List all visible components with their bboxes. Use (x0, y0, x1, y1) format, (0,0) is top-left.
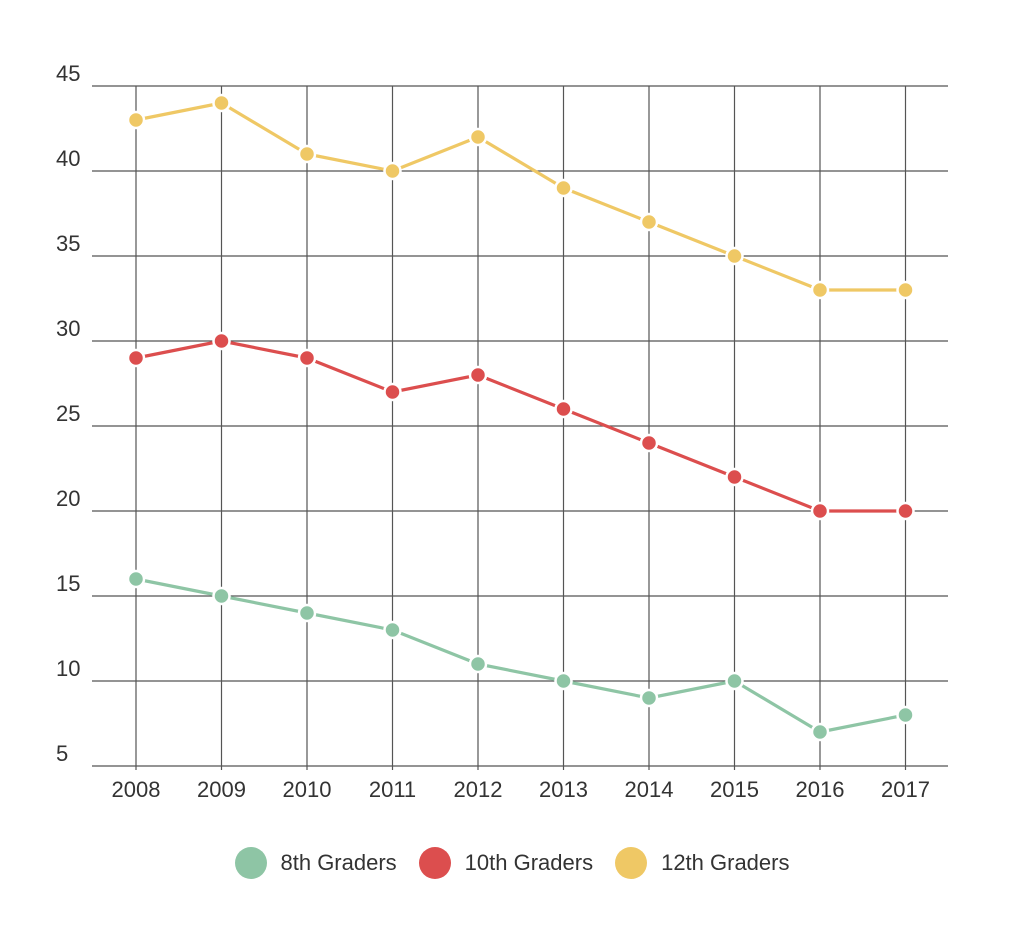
data-point-12th-graders[interactable] (639, 212, 659, 232)
y-axis-tick-labels: 5 10 15 20 25 30 35 40 45 (56, 61, 80, 766)
data-point-8th-graders[interactable] (297, 603, 317, 623)
series-line-8th-graders (135, 577, 906, 734)
data-point-12th-graders[interactable] (383, 161, 402, 181)
legend-swatch-10th-graders (418, 847, 451, 879)
data-point-12th-graders[interactable] (212, 93, 231, 113)
legend-swatch-8th-graders (234, 847, 267, 879)
series-lines (126, 93, 915, 742)
chart-area: 5 10 15 20 25 30 35 40 45 2008 2009 2010 2011 2012 20… (56, 61, 948, 802)
y-tick-label: 20 (56, 486, 80, 511)
series-line-10th-graders (135, 339, 906, 513)
y-tick-label: 10 (56, 656, 80, 681)
legend-label-12th-graders: 12th Graders (661, 850, 790, 875)
legend-label-8th-graders: 8th Graders (280, 850, 397, 875)
data-point-12th-graders[interactable] (297, 144, 317, 164)
data-point-8th-graders[interactable] (468, 654, 488, 674)
x-tick-label: 2010 (283, 777, 332, 802)
series-line-12th-graders (135, 101, 906, 292)
data-point-10th-graders[interactable] (212, 331, 231, 351)
y-tick-label: 25 (56, 401, 80, 426)
x-tick-label: 2009 (197, 777, 246, 802)
y-tick-label: 35 (56, 231, 80, 256)
data-point-10th-graders[interactable] (810, 501, 830, 521)
y-tick-label: 15 (56, 571, 80, 596)
series-10th-graders (126, 331, 915, 521)
data-point-8th-graders[interactable] (383, 620, 402, 640)
data-point-10th-graders[interactable] (554, 399, 573, 419)
x-tick-label: 2012 (454, 777, 503, 802)
data-point-10th-graders[interactable] (725, 467, 744, 487)
data-point-10th-graders[interactable] (126, 348, 146, 368)
grid (92, 85, 948, 770)
y-tick-label: 5 (56, 741, 68, 766)
data-point-10th-graders[interactable] (297, 348, 317, 368)
legend-item-10th-graders[interactable]: 10th Graders (418, 847, 594, 879)
data-point-8th-graders[interactable] (554, 671, 573, 691)
legend-label-10th-graders: 10th Graders (464, 850, 594, 875)
data-point-10th-graders[interactable] (896, 501, 915, 521)
data-point-10th-graders[interactable] (383, 382, 402, 402)
x-tick-label: 2011 (369, 777, 416, 802)
series-12th-graders (126, 93, 915, 300)
series-8th-graders (126, 569, 915, 742)
data-point-8th-graders[interactable] (639, 688, 659, 708)
x-tick-label: 2015 (710, 777, 759, 802)
data-point-12th-graders[interactable] (725, 246, 744, 266)
data-point-12th-graders[interactable] (810, 280, 830, 300)
legend-swatch-12th-graders (615, 847, 648, 879)
x-tick-label: 2017 (881, 777, 930, 802)
data-point-12th-graders[interactable] (554, 178, 573, 198)
data-point-12th-graders[interactable] (126, 110, 146, 130)
y-tick-label: 45 (56, 61, 80, 86)
legend: 8th Graders 10th Graders 12th Graders (0, 838, 1024, 888)
legend-item-12th-graders[interactable]: 12th Graders (615, 847, 789, 879)
data-point-12th-graders[interactable] (468, 127, 488, 147)
data-point-8th-graders[interactable] (810, 722, 830, 742)
data-point-8th-graders[interactable] (212, 586, 231, 606)
x-tick-label: 2013 (539, 777, 588, 802)
x-axis-tick-labels: 2008 2009 2010 2011 2012 2013 2014 2015 2016 2017 (112, 777, 930, 802)
x-tick-label: 2008 (112, 777, 161, 802)
data-point-8th-graders[interactable] (896, 705, 915, 725)
data-point-8th-graders[interactable] (725, 671, 744, 691)
legend-item-8th-graders[interactable]: 8th Graders (234, 847, 397, 879)
y-tick-label: 30 (56, 316, 80, 341)
data-point-10th-graders[interactable] (468, 365, 488, 385)
x-tick-label: 2014 (625, 777, 674, 802)
data-point-8th-graders[interactable] (126, 569, 146, 589)
data-point-12th-graders[interactable] (896, 280, 915, 300)
y-tick-label: 40 (56, 146, 80, 171)
x-tick-label: 2016 (796, 777, 845, 802)
data-point-10th-graders[interactable] (639, 433, 659, 453)
